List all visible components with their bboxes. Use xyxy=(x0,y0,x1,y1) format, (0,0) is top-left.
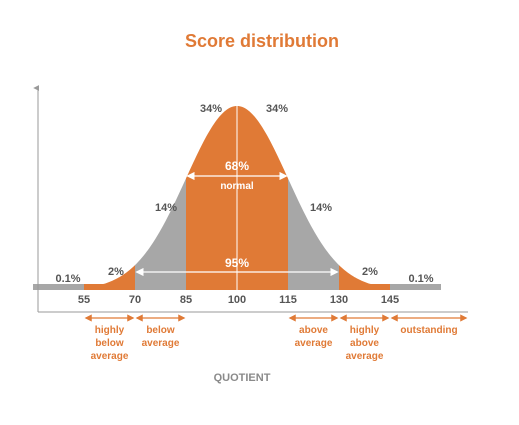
segment-1 xyxy=(33,284,84,290)
segment-5 xyxy=(237,106,288,290)
segment-percent-4: 34% xyxy=(200,103,222,115)
segment-percent-8: 0.1% xyxy=(408,273,433,285)
x-tick-label-2: 70 xyxy=(129,294,141,306)
segment-percent-1: 0.1% xyxy=(55,273,80,285)
category-label-4-line-2: above xyxy=(350,338,379,349)
category-label-2-line-2: average xyxy=(142,338,180,349)
x-tick-label-4: 100 xyxy=(228,294,246,306)
segment-4 xyxy=(186,106,237,290)
x-tick-label-7: 145 xyxy=(381,294,399,306)
segment-percent-5: 34% xyxy=(266,103,288,115)
category-label-1-line-2: below xyxy=(95,338,124,349)
chart-title: Score distribution xyxy=(185,31,339,51)
segment-percent-6: 14% xyxy=(310,202,332,214)
segment-7 xyxy=(339,265,390,290)
span-percent-1: 68% xyxy=(225,159,249,173)
x-tick-label-6: 130 xyxy=(330,294,348,306)
span-label-1: normal xyxy=(220,181,254,192)
span-percent-2: 95% xyxy=(225,256,249,270)
segment-3 xyxy=(135,178,186,290)
segment-8 xyxy=(390,284,441,290)
x-axis-title: QUOTIENT xyxy=(214,372,271,384)
x-tick-label-5: 115 xyxy=(279,294,297,306)
axes xyxy=(33,85,468,313)
category-label-1-line-3: average xyxy=(91,351,129,362)
category-label-4-line-1: highly xyxy=(350,325,380,336)
category-label-3-line-2: average xyxy=(295,338,333,349)
segment-6 xyxy=(288,178,339,290)
category-label-1-line-1: highly xyxy=(95,325,125,336)
x-tick-label-3: 85 xyxy=(180,294,192,306)
category-label-5-line-1: outstanding xyxy=(400,325,457,336)
x-tick-label-1: 55 xyxy=(78,294,90,306)
distribution-areas xyxy=(33,106,441,290)
segment-percent-7: 2% xyxy=(362,266,378,278)
segment-percent-2: 2% xyxy=(108,266,124,278)
category-label-4-line-3: average xyxy=(346,351,384,362)
segment-percent-3: 14% xyxy=(155,202,177,214)
chart-labels: 55 70 85 100 115 130 145 0.1% 2% 14% 34% 34% 14% 2% 0.… xyxy=(55,103,468,362)
segment-2 xyxy=(84,265,135,290)
category-label-3-line-1: above xyxy=(299,325,328,336)
category-label-2-line-1: below xyxy=(146,325,175,336)
